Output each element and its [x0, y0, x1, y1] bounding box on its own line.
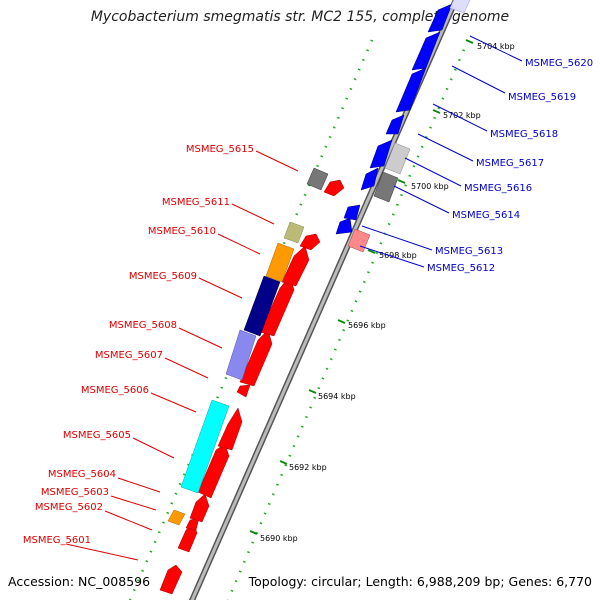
gene-box[interactable] — [373, 171, 399, 203]
gene-feature[interactable] — [217, 407, 243, 451]
gene-feature[interactable] — [236, 384, 251, 398]
gene-feature[interactable] — [369, 139, 393, 169]
label-leader-line — [432, 103, 488, 132]
gene-feature[interactable] — [411, 31, 441, 71]
scale-label: 5700 kbp — [411, 182, 449, 191]
scale-tick — [279, 460, 288, 465]
scale-label: 5690 kbp — [260, 534, 298, 543]
gene-label-msmeg-5613[interactable]: MSMEG_5613 — [435, 246, 503, 257]
gene-feature[interactable] — [323, 179, 345, 197]
gene-feature[interactable] — [335, 217, 353, 235]
accession-text: Accession: NC_008596 — [8, 574, 151, 589]
label-leader-line — [361, 225, 433, 251]
gene-label-msmeg-5619[interactable]: MSMEG_5619 — [508, 92, 576, 103]
gene-feature[interactable] — [159, 564, 183, 595]
left-gene-labels: MSMEG_5601 MSMEG_5602 MSMEG_5603 MSMEG_5… — [23, 144, 299, 561]
label-leader-line — [164, 357, 209, 379]
label-leader-line — [255, 150, 299, 172]
gene-box[interactable] — [265, 242, 295, 283]
gene-label-msmeg-5605[interactable]: MSMEG_5605 — [63, 430, 131, 441]
reverse-strand-features — [335, 0, 471, 253]
gene-box[interactable] — [225, 329, 257, 381]
gene-label-msmeg-5618[interactable]: MSMEG_5618 — [490, 129, 558, 140]
gene-feature[interactable] — [281, 245, 310, 287]
gene-label-msmeg-5603[interactable]: MSMEG_5603 — [41, 487, 109, 498]
scale-tick — [308, 389, 317, 394]
gene-feature[interactable] — [343, 204, 361, 221]
scale-ticks — [249, 39, 474, 535]
gene-feature[interactable] — [189, 493, 210, 523]
label-leader-line — [150, 392, 197, 413]
gene-label-msmeg-5611[interactable]: MSMEG_5611 — [162, 197, 230, 208]
label-leader-line — [217, 233, 261, 255]
genome-summary-text: Topology: circular; Length: 6,988,209 bp… — [248, 574, 592, 589]
label-leader-line — [198, 277, 243, 299]
label-leader-line — [417, 133, 474, 162]
gene-label-msmeg-5620[interactable]: MSMEG_5620 — [525, 58, 593, 69]
gene-label-msmeg-5602[interactable]: MSMEG_5602 — [35, 502, 103, 513]
scale-label: 5694 kbp — [318, 392, 356, 401]
gene-feature[interactable] — [197, 443, 230, 499]
gene-box[interactable] — [283, 221, 305, 244]
gene-box[interactable] — [243, 275, 281, 337]
gene-label-msmeg-5616[interactable]: MSMEG_5616 — [464, 183, 532, 194]
label-leader-line — [393, 185, 450, 214]
scale-tick — [367, 249, 376, 254]
gene-feature[interactable] — [360, 167, 379, 191]
gene-feature[interactable] — [239, 329, 273, 387]
gene-label-msmeg-5606[interactable]: MSMEG_5606 — [81, 385, 149, 396]
gene-label-msmeg-5601[interactable]: MSMEG_5601 — [23, 535, 91, 546]
gene-label-msmeg-5615[interactable]: MSMEG_5615 — [186, 144, 254, 155]
scale-labels: 5690 kbp 5692 kbp 5694 kbp 5696 kbp 5698… — [260, 42, 515, 543]
gene-label-msmeg-5617[interactable]: MSMEG_5617 — [476, 158, 544, 169]
label-leader-line — [178, 327, 223, 349]
gene-feature[interactable] — [395, 67, 427, 113]
forward-strand-features — [159, 179, 345, 595]
label-leader-line — [359, 245, 425, 268]
scale-tick — [397, 179, 406, 184]
forward-strand-boxes — [167, 167, 329, 526]
label-leader-line — [451, 65, 506, 94]
gene-box[interactable] — [306, 167, 329, 191]
label-leader-line — [231, 203, 275, 225]
gene-label-msmeg-5608[interactable]: MSMEG_5608 — [109, 320, 177, 331]
scale-tick — [465, 39, 474, 44]
scale-label: 5704 kbp — [477, 42, 515, 51]
gene-label-msmeg-5612[interactable]: MSMEG_5612 — [427, 263, 495, 274]
gene-box[interactable] — [449, 0, 471, 14]
label-leader-line — [404, 157, 462, 187]
gene-feature[interactable] — [385, 114, 405, 135]
inner-tick-ring — [226, 39, 470, 600]
gene-label-msmeg-5607[interactable]: MSMEG_5607 — [95, 350, 163, 361]
gene-box[interactable] — [347, 228, 371, 253]
label-leader-line — [469, 35, 523, 62]
label-leader-line — [65, 543, 139, 561]
gene-label-msmeg-5609[interactable]: MSMEG_5609 — [129, 271, 197, 282]
right-gene-labels: MSMEG_5612 MSMEG_5613 MSMEG_5614 MSMEG_5… — [359, 35, 593, 274]
label-leader-line — [110, 495, 157, 511]
gene-feature[interactable] — [299, 233, 321, 251]
gene-label-msmeg-5614[interactable]: MSMEG_5614 — [452, 210, 520, 221]
scale-label: 5702 kbp — [443, 111, 481, 120]
gene-label-msmeg-5604[interactable]: MSMEG_5604 — [48, 469, 116, 480]
scale-tick — [249, 530, 258, 535]
gene-box[interactable] — [167, 509, 186, 526]
scale-tick — [432, 109, 441, 114]
label-leader-line — [132, 437, 175, 459]
label-leader-line — [117, 477, 161, 493]
gene-label-msmeg-5610[interactable]: MSMEG_5610 — [148, 226, 216, 237]
scale-label: 5698 kbp — [379, 251, 417, 260]
scale-tick — [337, 319, 346, 324]
scale-label: 5696 kbp — [348, 321, 386, 330]
scale-label: 5692 kbp — [289, 463, 327, 472]
gene-box[interactable] — [180, 399, 230, 494]
gene-box[interactable] — [384, 142, 411, 175]
label-leader-line — [104, 510, 153, 531]
map-title: Mycobacterium smegmatis str. MC2 155, co… — [90, 9, 510, 25]
